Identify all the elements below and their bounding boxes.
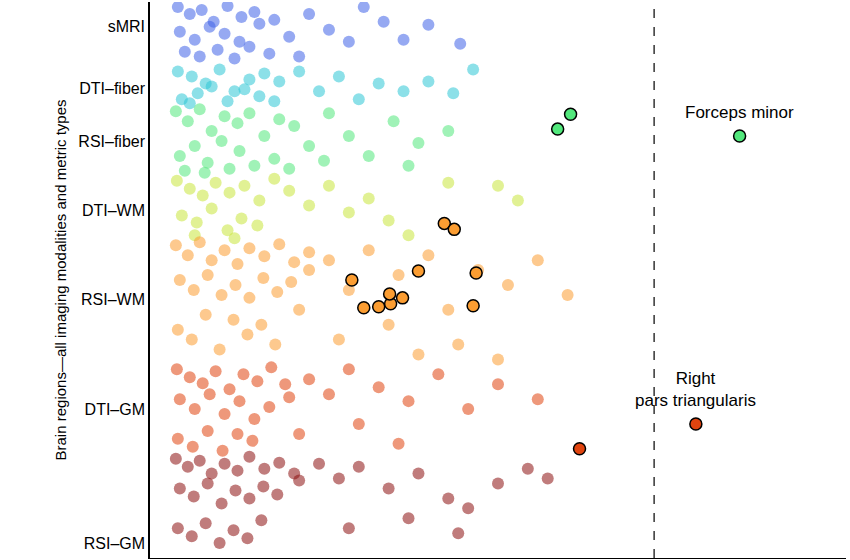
svg-text:RSI–WM: RSI–WM [81, 291, 145, 308]
svg-text:RSI–fiber: RSI–fiber [78, 133, 145, 150]
svg-text:sMRI: sMRI [108, 18, 145, 35]
svg-text:Brain regions—all imaging moda: Brain regions—all imaging modalities and… [52, 100, 69, 461]
svg-text:Rightpars triangularis: Rightpars triangularis [635, 369, 756, 410]
svg-text:DTI–fiber: DTI–fiber [79, 80, 145, 97]
svg-text:RSI–GM: RSI–GM [84, 535, 145, 552]
svg-text:Forceps minor: Forceps minor [685, 103, 794, 122]
svg-text:DTI–GM: DTI–GM [85, 401, 145, 418]
svg-text:DTI–WM: DTI–WM [82, 202, 145, 219]
